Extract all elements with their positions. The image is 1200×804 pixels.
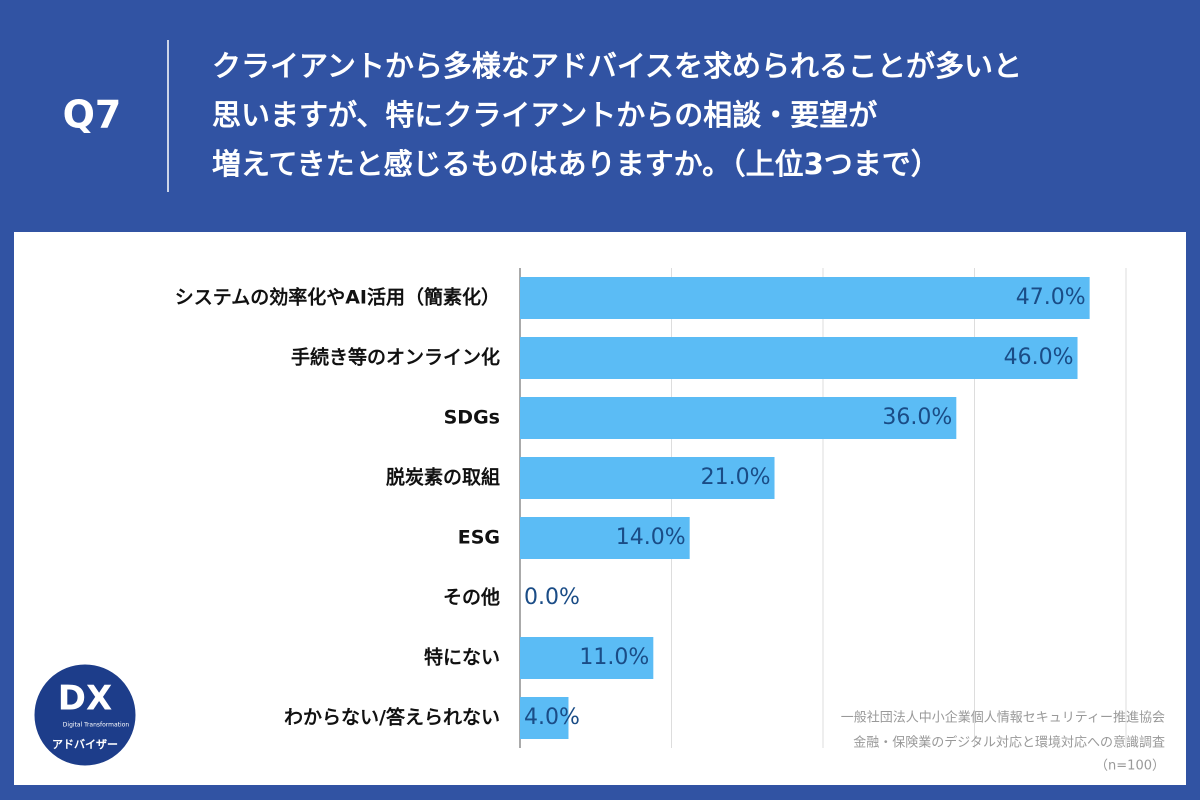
y-tick-label: 手続き等のオンライン化 bbox=[291, 346, 500, 369]
logo: DX Digital Transformation アドバイザー bbox=[31, 661, 139, 769]
bar bbox=[520, 337, 1078, 379]
y-tick-label: 特にない bbox=[424, 647, 500, 669]
y-tick-label: その他 bbox=[443, 586, 500, 609]
value-label: 14.0% bbox=[616, 525, 686, 550]
value-label: 11.0% bbox=[579, 645, 649, 670]
y-tick-label: ESG bbox=[458, 527, 500, 549]
value-label: 4.0% bbox=[524, 705, 580, 730]
logo-circle bbox=[31, 661, 139, 769]
logo-name: アドバイザー bbox=[52, 738, 118, 751]
y-tick-label: SDGs bbox=[444, 407, 500, 429]
bar bbox=[520, 457, 775, 499]
question-line: クライアントから多様なアドバイスを求められることが多いと bbox=[212, 49, 1022, 83]
source-text: 金融・保険業のデジタル対応と環境対応への意識調査 bbox=[853, 735, 1165, 751]
y-tick-label: システムの効率化やAI活用（簡素化） bbox=[175, 286, 500, 309]
y-tick-label: 脱炭素の取組 bbox=[386, 466, 500, 489]
value-label: 21.0% bbox=[701, 465, 771, 490]
bar bbox=[520, 637, 654, 679]
question-line: 思いますが、特にクライアントからの相談・要望が bbox=[212, 98, 877, 132]
chart-panel bbox=[14, 232, 1186, 785]
y-tick-label: わからない/答えられない bbox=[284, 706, 500, 729]
bar bbox=[520, 277, 1090, 319]
bar bbox=[520, 517, 690, 559]
value-label: 46.0% bbox=[1004, 345, 1074, 370]
bar bbox=[520, 697, 569, 739]
value-label: 47.0% bbox=[1016, 285, 1086, 310]
source-text: 一般社団法人中小企業個人情報セキュリティー推進協会 bbox=[841, 710, 1165, 726]
plot: システムの効率化やAI活用（簡素化） 47.0% 手続き等のオンライン化 46.0% S… bbox=[175, 268, 1127, 748]
bar bbox=[520, 397, 957, 439]
value-label: 36.0% bbox=[882, 405, 952, 430]
value-label: 0.0% bbox=[524, 585, 580, 610]
question-line: 増えてきたと感じるものはありますか。（上位3つまで） bbox=[212, 147, 940, 181]
logo-sub: Digital Transformation bbox=[63, 722, 130, 729]
source-text: （n=100） bbox=[1095, 759, 1165, 774]
question-label: Q7 bbox=[63, 93, 122, 137]
logo-mark: DX bbox=[58, 679, 112, 719]
